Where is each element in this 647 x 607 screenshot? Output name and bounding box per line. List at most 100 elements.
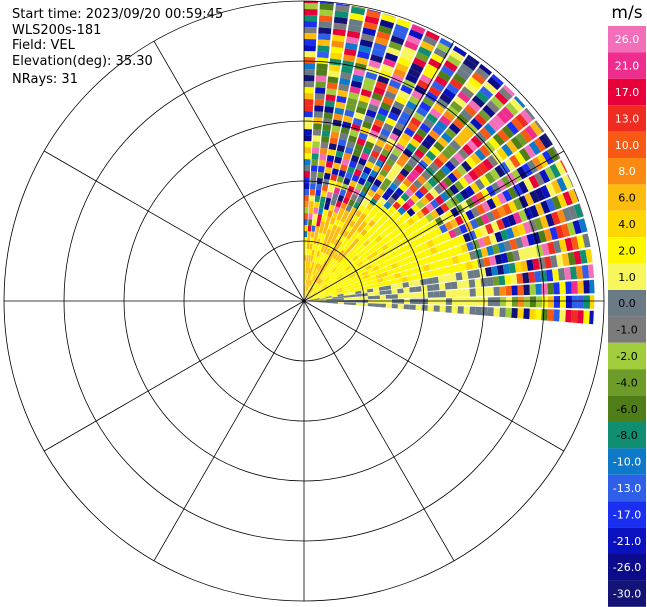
velocity-cell — [332, 28, 346, 37]
velocity-cell — [420, 257, 429, 266]
velocity-cell — [443, 274, 451, 283]
velocity-cell — [331, 168, 339, 176]
velocity-cell — [355, 163, 365, 172]
velocity-cell — [304, 249, 307, 255]
velocity-cell — [429, 188, 439, 199]
velocity-cell — [485, 267, 493, 277]
velocity-cell — [493, 307, 500, 317]
velocity-cell — [457, 254, 466, 263]
velocity-cell — [312, 141, 320, 148]
colorbar-swatch — [608, 448, 646, 475]
velocity-cell — [382, 163, 392, 173]
velocity-cell — [306, 294, 312, 299]
velocity-cell — [313, 295, 320, 299]
velocity-cell — [567, 205, 578, 220]
velocity-cell — [457, 131, 470, 143]
velocity-cell — [409, 292, 416, 299]
velocity-cell — [362, 166, 372, 175]
colorbar-swatch — [608, 131, 646, 158]
velocity-cell — [434, 298, 441, 305]
velocity-cell — [560, 160, 568, 173]
colorbar-swatch — [608, 237, 646, 264]
velocity-cell — [314, 269, 318, 276]
velocity-cell — [400, 132, 412, 143]
velocity-cell — [545, 213, 555, 227]
velocity-cell — [314, 284, 320, 290]
velocity-cell — [319, 295, 326, 298]
velocity-cell — [366, 254, 374, 261]
velocity-cell — [520, 235, 530, 248]
velocity-cell — [388, 214, 398, 223]
velocity-cell — [304, 57, 316, 64]
velocity-cell — [547, 296, 555, 308]
velocity-cell — [320, 196, 326, 204]
velocity-cell — [385, 158, 396, 168]
velocity-cell — [346, 166, 355, 175]
velocity-cell — [306, 285, 309, 292]
velocity-cell — [316, 277, 321, 284]
velocity-cell — [439, 37, 454, 49]
velocity-cell — [321, 130, 331, 137]
velocity-cell — [327, 264, 334, 271]
colorbar-swatch — [608, 422, 646, 449]
velocity-cell — [386, 85, 399, 95]
velocity-cell — [377, 75, 390, 85]
velocity-cell — [361, 296, 368, 300]
velocity-cell — [366, 135, 377, 144]
velocity-cell — [474, 113, 487, 126]
velocity-cell — [523, 308, 530, 320]
velocity-cell — [412, 238, 421, 247]
velocity-cell — [311, 153, 319, 160]
velocity-cell — [401, 258, 410, 265]
velocity-cell — [428, 58, 442, 70]
velocity-cell — [449, 78, 463, 90]
colorbar-tick-label: -8.0 — [616, 429, 637, 442]
velocity-cell — [328, 249, 334, 257]
velocity-cell — [330, 244, 337, 251]
velocity-cell — [440, 202, 450, 213]
velocity-cell — [460, 109, 473, 122]
velocity-cell — [390, 284, 398, 290]
velocity-cell — [389, 182, 398, 192]
velocity-cell — [453, 180, 465, 192]
velocity-cell — [510, 136, 523, 150]
velocity-cell — [402, 211, 411, 221]
velocity-cell — [498, 87, 513, 101]
velocity-cell — [439, 93, 453, 105]
velocity-cell — [361, 247, 369, 254]
velocity-cell — [304, 45, 316, 52]
velocity-cell — [331, 298, 338, 301]
velocity-cell — [486, 277, 494, 287]
velocity-cell — [471, 71, 486, 85]
velocity-cell — [475, 216, 485, 227]
velocity-cell — [340, 215, 347, 223]
velocity-cell — [479, 225, 489, 237]
velocity-cell — [505, 102, 519, 116]
velocity-cell — [321, 215, 327, 222]
velocity-cell — [485, 185, 497, 197]
velocity-cell — [338, 169, 346, 178]
velocity-cell — [351, 264, 359, 271]
velocity-cell — [491, 208, 501, 220]
velocity-cell — [554, 160, 567, 176]
velocity-cell — [496, 218, 506, 231]
velocity-cell — [367, 288, 374, 293]
velocity-cell — [528, 141, 541, 156]
velocity-cell — [312, 243, 316, 251]
velocity-cell — [444, 221, 454, 231]
velocity-cell — [304, 176, 310, 184]
velocity-cell — [384, 219, 393, 227]
velocity-cell — [415, 292, 422, 298]
velocity-cell — [420, 278, 427, 286]
velocity-cell — [316, 63, 328, 71]
velocity-cell — [479, 175, 491, 187]
velocity-cell — [393, 210, 402, 219]
velocity-cell — [331, 211, 338, 219]
velocity-cell — [355, 302, 362, 306]
velocity-cell — [352, 238, 360, 245]
velocity-cell — [319, 3, 334, 11]
velocity-cell — [348, 289, 356, 293]
velocity-cell — [424, 270, 432, 278]
velocity-cell — [466, 139, 479, 152]
velocity-cell — [339, 189, 347, 197]
